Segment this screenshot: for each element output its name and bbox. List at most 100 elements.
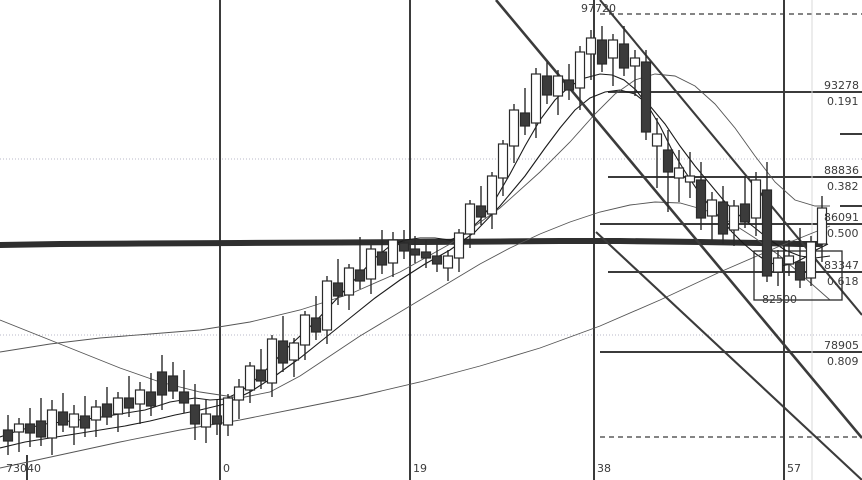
candle-body <box>409 248 421 256</box>
candlestick <box>673 150 685 202</box>
candlestick <box>255 349 267 389</box>
fib-ratio-label: 0.500 <box>827 227 859 240</box>
candlestick <box>46 400 58 455</box>
candle-body <box>629 57 641 67</box>
candlestick <box>409 236 421 263</box>
candle-body <box>68 413 80 428</box>
candle-body <box>816 207 828 245</box>
candle-body <box>497 143 509 179</box>
fib-price-label: 93278 <box>824 79 859 92</box>
candlestick <box>541 62 553 104</box>
candlestick <box>101 387 113 425</box>
candlestick <box>596 26 608 72</box>
candlestick <box>420 240 432 268</box>
candle-body <box>343 267 355 296</box>
fib-price-label: 88836 <box>824 164 859 177</box>
candle-body <box>805 241 817 279</box>
candlestick <box>684 152 696 198</box>
candlestick <box>123 376 135 417</box>
candle-body <box>178 391 190 404</box>
candle-body <box>662 149 674 173</box>
candlestick <box>585 30 597 80</box>
candle-body <box>519 112 531 127</box>
peak-price-label: 97720 <box>581 2 616 15</box>
candlestick <box>695 162 707 230</box>
candle-body <box>90 406 102 421</box>
candle-body <box>101 403 113 418</box>
candlestick <box>519 88 531 135</box>
candle-body <box>585 37 597 55</box>
candle-body <box>24 423 36 434</box>
candlestick <box>134 382 146 424</box>
candlestick <box>805 236 817 286</box>
candlestick <box>475 186 487 225</box>
candle-body <box>233 386 245 401</box>
candlestick <box>772 250 784 286</box>
fib-ratio-label: 0.191 <box>827 95 859 108</box>
candlestick <box>90 400 102 437</box>
trendline-lower <box>599 0 862 316</box>
candlestick <box>464 200 476 248</box>
candlestick <box>112 392 124 432</box>
candlestick <box>574 46 586 110</box>
candlestick <box>189 384 201 440</box>
candle-body <box>651 133 663 147</box>
candlestick <box>222 394 234 436</box>
candle-body <box>112 397 124 415</box>
candlestick <box>717 186 729 244</box>
candlestick <box>365 245 377 294</box>
candle-body <box>783 255 795 265</box>
candlestick <box>299 311 311 360</box>
candlestick <box>508 104 520 163</box>
candlestick <box>68 405 80 445</box>
candle-body <box>332 282 344 297</box>
candlestick <box>398 230 410 259</box>
ma-upper-band-line <box>0 73 830 353</box>
candlestick <box>167 362 179 399</box>
candlestick-series <box>2 26 828 455</box>
candle-body <box>640 61 652 133</box>
candlestick <box>761 162 773 282</box>
candlestick <box>739 176 751 228</box>
candlestick <box>750 172 762 236</box>
candle-body <box>794 261 806 281</box>
candlestick <box>486 172 498 229</box>
selection-rectangle[interactable] <box>753 250 843 301</box>
candlestick <box>2 415 14 455</box>
candlestick <box>343 264 355 310</box>
candle-body <box>167 375 179 392</box>
candle-body <box>277 340 289 364</box>
candlestick <box>200 399 212 443</box>
candle-body <box>387 239 399 264</box>
x-axis-tick-label: 73040 <box>6 462 41 475</box>
candle-body <box>750 179 762 219</box>
candlestick <box>607 34 619 86</box>
candlestick <box>563 64 575 100</box>
candlestick <box>728 200 740 246</box>
candle-body <box>145 391 157 407</box>
candle-body <box>46 409 58 439</box>
candle-body <box>486 175 498 215</box>
candle-body <box>299 314 311 346</box>
candle-body <box>508 109 520 147</box>
fib-price-label: 83347 <box>824 259 859 272</box>
candlestick <box>530 68 542 138</box>
x-axis-tick-label: 19 <box>413 462 427 475</box>
candle-body <box>607 39 619 59</box>
candle-body <box>123 397 135 409</box>
candle-body <box>398 242 410 252</box>
candlestick <box>442 250 454 281</box>
candle-body <box>2 429 14 442</box>
candle-body <box>420 251 432 259</box>
candle-body <box>574 51 586 89</box>
fib-ratio-label: 0.809 <box>827 355 859 368</box>
candle-body <box>255 369 267 382</box>
fib-ratio-label: 0.382 <box>827 180 859 193</box>
ma-long-line <box>0 225 831 469</box>
candlestick <box>178 370 190 413</box>
ma-flat-line <box>0 238 823 248</box>
candlestick <box>321 276 333 344</box>
